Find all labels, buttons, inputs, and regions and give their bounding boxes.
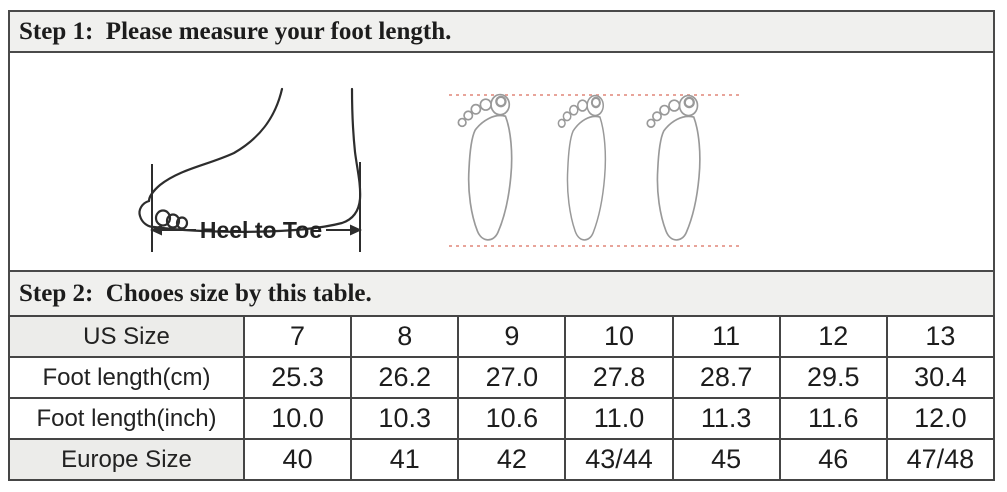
size-cell: 9 xyxy=(457,315,567,358)
step2-header: Step 2: Chooes size by this table. xyxy=(8,270,995,317)
size-cell: 11.0 xyxy=(564,397,674,440)
size-cell: 7 xyxy=(242,315,353,358)
row-label: Europe Size xyxy=(8,438,245,481)
size-cell: 11 xyxy=(671,315,781,358)
size-cell: 27.0 xyxy=(457,356,567,399)
size-cell: 29.5 xyxy=(778,356,888,399)
row-label: Foot length(inch) xyxy=(8,397,245,440)
size-cell: 26.2 xyxy=(350,356,460,399)
size-cell: 11.3 xyxy=(671,397,781,440)
size-cell: 12.0 xyxy=(885,397,996,440)
size-cell: 10.0 xyxy=(242,397,353,440)
size-cell: 12 xyxy=(778,315,888,358)
size-cell: 40 xyxy=(242,438,353,481)
size-cell: 43/44 xyxy=(564,438,674,481)
size-cell: 30.4 xyxy=(885,356,996,399)
size-cell: 46 xyxy=(778,438,888,481)
measurement-diagram: Heel to Toe xyxy=(138,87,739,252)
arrowhead-right-icon xyxy=(350,224,362,236)
footprint-icon xyxy=(646,94,702,242)
step1-header: Step 1: Please measure your foot length. xyxy=(8,10,995,53)
arrowhead-left-icon xyxy=(150,224,162,236)
table-row-europe-size: Europe Size 40 41 42 43/44 45 46 47/48 xyxy=(8,438,996,481)
step1-title: Step 1: Please measure your foot length. xyxy=(19,17,452,45)
table-row-us-size: US Size 7 8 9 10 11 12 13 xyxy=(8,315,996,358)
measure-label: Heel to Toe xyxy=(200,217,322,243)
size-cell: 27.8 xyxy=(564,356,674,399)
size-cell: 28.7 xyxy=(671,356,781,399)
size-cell: 25.3 xyxy=(242,356,353,399)
row-label: Foot length(cm) xyxy=(8,356,245,399)
measurement-illustration: Heel to Toe xyxy=(8,51,995,272)
size-cell: 45 xyxy=(671,438,781,481)
measure-arrow xyxy=(150,162,362,252)
step2-title: Step 2: Chooes size by this table. xyxy=(19,279,372,307)
footprint-icon xyxy=(457,93,513,242)
table-row-foot-length-inch: Foot length(inch) 10.0 10.3 10.6 11.0 11… xyxy=(8,397,996,440)
size-cell: 13 xyxy=(885,315,996,358)
size-cell: 47/48 xyxy=(885,438,996,481)
size-chart-table: US Size 7 8 9 10 11 12 13 Foot length(cm… xyxy=(8,315,996,481)
size-cell: 8 xyxy=(350,315,460,358)
size-cell: 11.6 xyxy=(778,397,888,440)
size-cell: 42 xyxy=(457,438,567,481)
foot-side-icon xyxy=(138,87,362,233)
row-label: US Size xyxy=(8,315,245,358)
size-cell: 10.6 xyxy=(457,397,567,440)
size-cell: 41 xyxy=(350,438,460,481)
size-cell: 10.3 xyxy=(350,397,460,440)
footprint-icon xyxy=(557,94,607,242)
table-row-foot-length-cm: Foot length(cm) 25.3 26.2 27.0 27.8 28.7… xyxy=(8,356,996,399)
size-cell: 10 xyxy=(564,315,674,358)
